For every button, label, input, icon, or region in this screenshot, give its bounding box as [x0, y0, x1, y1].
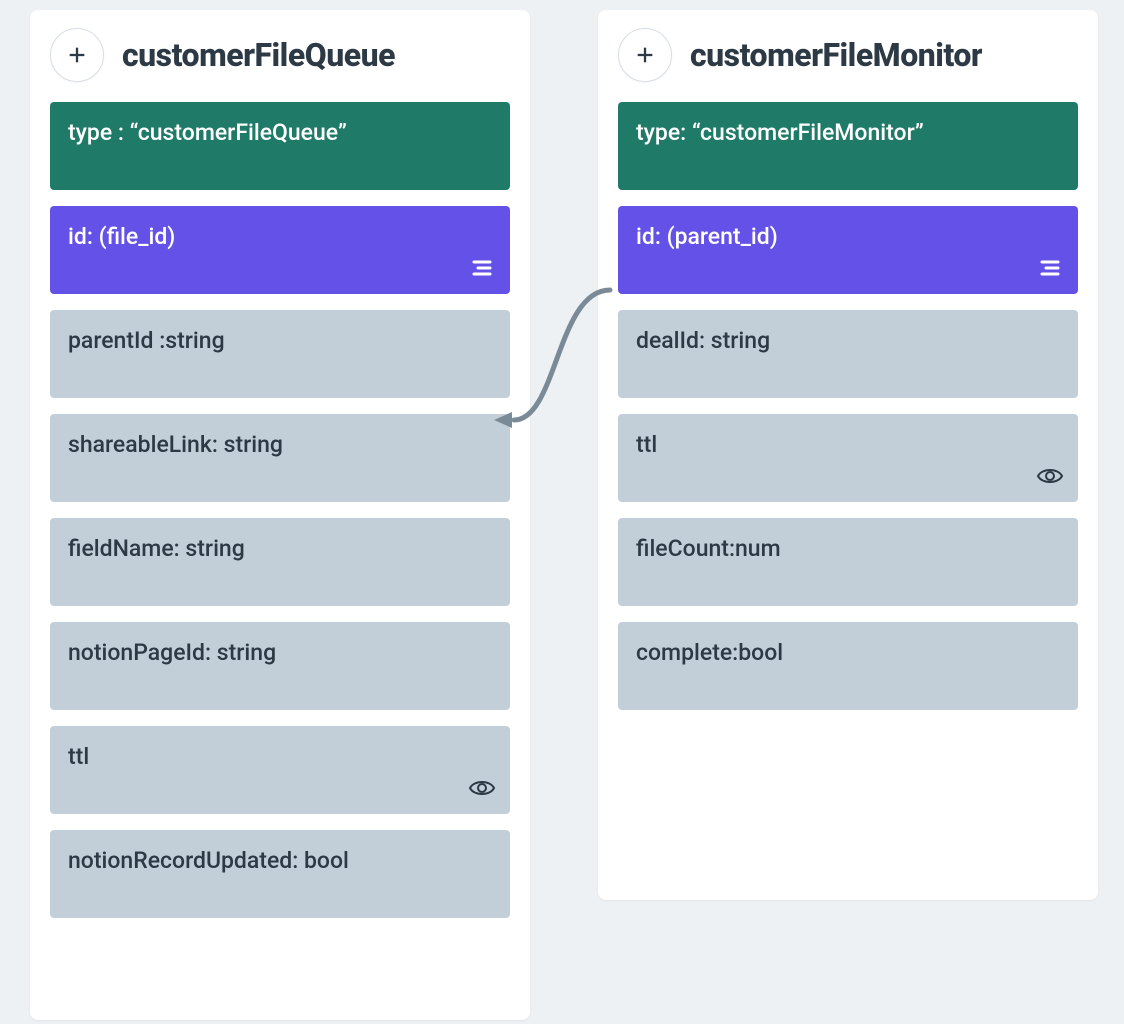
type-row[interactable]: type: “customerFileMonitor”: [618, 102, 1078, 190]
attr-row[interactable]: parentId :string: [50, 310, 510, 398]
key-lines-icon: [1036, 254, 1064, 282]
attr-row-label: shareableLink: string: [68, 431, 283, 458]
eye-icon: [468, 774, 496, 802]
attr-row-label: fileCount:num: [636, 535, 781, 562]
attr-row-label: notionPageId: string: [68, 639, 276, 666]
attr-row-label: ttl: [68, 743, 89, 770]
add-button[interactable]: [50, 28, 104, 82]
attr-row[interactable]: notionRecordUpdated: bool: [50, 830, 510, 918]
entity-card-customer-file-queue: customerFileQueue type : “customerFileQu…: [30, 10, 530, 1020]
id-row-label: id: (file_id): [68, 223, 175, 250]
attr-list: parentId :string shareableLink: string fie…: [50, 310, 510, 918]
entity-card-customer-file-monitor: customerFileMonitor type: “customerFileM…: [598, 10, 1098, 900]
plus-icon: [634, 44, 656, 66]
id-row-label: id: (parent_id): [636, 223, 778, 250]
attr-row-label: fieldName: string: [68, 535, 245, 562]
add-button[interactable]: [618, 28, 672, 82]
attr-row-label: complete:bool: [636, 639, 783, 666]
plus-icon: [66, 44, 88, 66]
attr-row[interactable]: fieldName: string: [50, 518, 510, 606]
attr-row[interactable]: dealId: string: [618, 310, 1078, 398]
card-header: customerFileMonitor: [618, 28, 1078, 82]
diagram-canvas: customerFileQueue type : “customerFileQu…: [0, 0, 1124, 1024]
card-title: customerFileQueue: [122, 36, 395, 74]
attr-row[interactable]: ttl: [618, 414, 1078, 502]
key-lines-icon: [468, 254, 496, 282]
id-row[interactable]: id: (file_id): [50, 206, 510, 294]
id-row[interactable]: id: (parent_id): [618, 206, 1078, 294]
attr-row[interactable]: complete:bool: [618, 622, 1078, 710]
type-row[interactable]: type : “customerFileQueue”: [50, 102, 510, 190]
attr-list: dealId: string ttl fileCount:num complete:b…: [618, 310, 1078, 710]
attr-row[interactable]: ttl: [50, 726, 510, 814]
card-title: customerFileMonitor: [690, 36, 982, 74]
eye-icon: [1036, 462, 1064, 490]
attr-row-label: parentId :string: [68, 327, 225, 354]
attr-row-label: ttl: [636, 431, 657, 458]
attr-row-label: notionRecordUpdated: bool: [68, 847, 349, 874]
attr-row-label: dealId: string: [636, 327, 770, 354]
card-header: customerFileQueue: [50, 28, 510, 82]
attr-row[interactable]: shareableLink: string: [50, 414, 510, 502]
attr-row[interactable]: notionPageId: string: [50, 622, 510, 710]
attr-row[interactable]: fileCount:num: [618, 518, 1078, 606]
type-row-label: type : “customerFileQueue”: [68, 119, 347, 146]
type-row-label: type: “customerFileMonitor”: [636, 119, 924, 146]
